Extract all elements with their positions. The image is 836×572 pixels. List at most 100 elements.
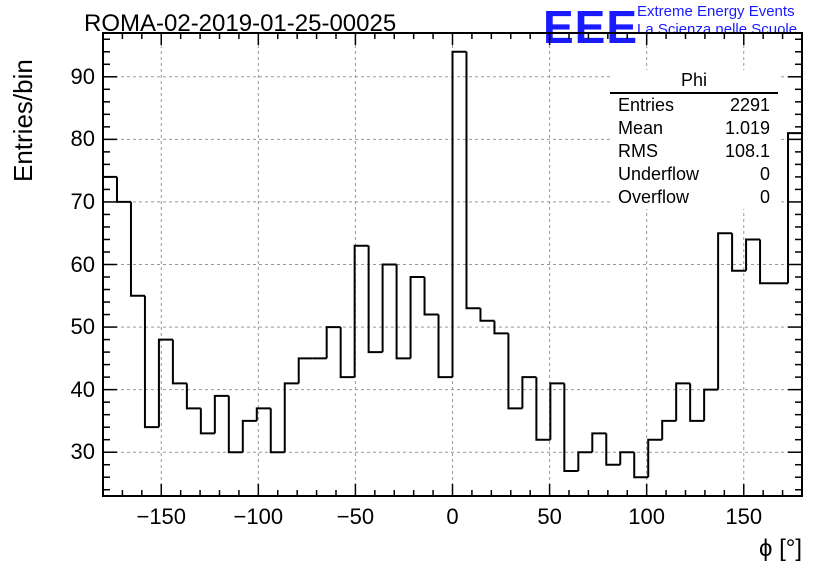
histogram-bin xyxy=(157,338,173,428)
histogram-bin-outline xyxy=(661,419,677,440)
histogram-bin-outline xyxy=(521,376,537,409)
histogram-bin-outline xyxy=(283,382,299,453)
histogram-bin-outline xyxy=(199,408,215,435)
histogram-bin xyxy=(451,50,467,378)
stats-row: Overflow 0 xyxy=(610,186,778,209)
histogram-bin xyxy=(339,327,355,379)
x-tick-label: 150 xyxy=(725,504,763,529)
histogram-bin-outline xyxy=(731,233,747,272)
stats-box: Phi Entries 2291 Mean 1.019 RMS 108.1 Underflo… xyxy=(610,70,778,209)
histogram-bin-outline xyxy=(563,383,579,472)
x-tick-label: −100 xyxy=(233,504,284,529)
histogram-bin xyxy=(633,452,649,479)
histogram-bin-outline xyxy=(745,238,761,271)
histogram-bin xyxy=(661,419,677,440)
y-tick-label: 70 xyxy=(70,188,95,214)
histogram-bin xyxy=(759,239,775,285)
stats-row-value: 0 xyxy=(759,187,770,207)
histogram-bin xyxy=(549,382,565,440)
histogram-bin xyxy=(577,451,593,471)
eee-logo: EEE xyxy=(543,1,639,53)
stats-row-label: Underflow xyxy=(618,164,700,184)
stats-row-label: RMS xyxy=(618,141,658,161)
histogram-bin-outline xyxy=(703,388,719,421)
stats-row-value: 0 xyxy=(759,164,770,184)
histogram-bin xyxy=(591,432,607,453)
histogram-bin-outline xyxy=(115,176,131,203)
histogram-bin xyxy=(381,263,397,353)
histogram-bin-outline xyxy=(227,395,243,454)
histogram-bin-outline xyxy=(787,132,802,284)
histogram-bin xyxy=(647,438,663,478)
histogram-bin-outline xyxy=(297,357,313,384)
histogram-bin xyxy=(143,295,159,429)
histogram-bin-outline xyxy=(143,295,159,429)
x-tick-label: −150 xyxy=(136,504,187,529)
histogram-bin-outline xyxy=(493,320,509,335)
histogram-bin-outline xyxy=(451,50,467,378)
stats-row-value: 1.019 xyxy=(724,118,770,138)
histogram-bin-outline xyxy=(675,382,691,421)
histogram-bin-outline xyxy=(535,377,551,441)
histogram-bin xyxy=(731,233,747,272)
stats-row: Mean 1.019 xyxy=(610,117,778,140)
stats-row-label: Entries xyxy=(618,95,675,115)
y-tick-label: 60 xyxy=(70,251,95,277)
histogram-bin-outline xyxy=(129,201,145,297)
histogram-bin xyxy=(367,245,383,354)
x-tick-label: −50 xyxy=(336,504,375,529)
histogram-bin xyxy=(521,376,537,409)
histogram-bin xyxy=(507,333,523,410)
y-tick-label: 30 xyxy=(70,439,95,465)
histogram-bin xyxy=(423,277,439,316)
histogram-bin xyxy=(227,395,243,454)
stats-row: Entries 2291 xyxy=(610,94,778,117)
y-tick-label: 40 xyxy=(70,376,95,402)
x-axis-label: ϕ [°] xyxy=(758,535,802,562)
histogram-bin xyxy=(479,308,495,322)
stats-row-value: 2291 xyxy=(729,95,770,115)
histogram-bin xyxy=(199,408,215,435)
stats-row-label: Mean xyxy=(618,118,664,138)
histogram-bin-outline xyxy=(339,327,355,379)
histogram-bin-outline xyxy=(619,451,635,465)
histogram-bin-outline xyxy=(479,308,495,322)
histogram-bin-outline xyxy=(717,232,733,390)
histogram-bin-outline xyxy=(465,51,481,310)
histogram-bin xyxy=(171,339,187,385)
histogram-bin-outline xyxy=(353,244,369,378)
histogram-bin-outline xyxy=(381,263,397,353)
histogram-bin-outline xyxy=(633,452,649,479)
histogram-bin-outline xyxy=(213,394,229,434)
histogram-bin xyxy=(283,382,299,453)
histogram-bin-outline xyxy=(647,438,663,478)
histogram-bin xyxy=(675,382,691,421)
histogram-bin xyxy=(395,264,411,360)
x-tick-label: 100 xyxy=(628,504,666,529)
x-tick-label: 0 xyxy=(446,504,459,529)
histogram-bin xyxy=(717,232,733,390)
histogram-bin xyxy=(353,244,369,378)
histogram-bin-outline xyxy=(157,338,173,428)
histogram-bin-outline xyxy=(759,239,775,285)
histogram-bin-outline xyxy=(241,419,257,453)
histogram-bin-outline xyxy=(409,276,425,359)
logo-line-1: Extreme Energy Events xyxy=(637,3,795,20)
histogram-bin xyxy=(703,388,719,421)
histogram-bin-outline xyxy=(325,326,341,359)
histogram-bin xyxy=(297,357,313,384)
histogram-bin-outline xyxy=(269,408,285,454)
histogram-bin xyxy=(689,383,705,422)
histogram-bin-outline xyxy=(605,433,621,466)
histogram-bin-outline xyxy=(549,382,565,440)
histogram-bin-outline xyxy=(437,314,453,379)
histogram-bin xyxy=(493,320,509,335)
histogram-bin xyxy=(325,326,341,359)
histogram-bin xyxy=(619,451,635,465)
histogram-bin xyxy=(129,201,145,297)
x-tick-label: 50 xyxy=(537,504,562,529)
histogram-bin xyxy=(185,383,201,410)
histogram-bin xyxy=(409,276,425,359)
y-tick-label: 50 xyxy=(70,314,95,340)
